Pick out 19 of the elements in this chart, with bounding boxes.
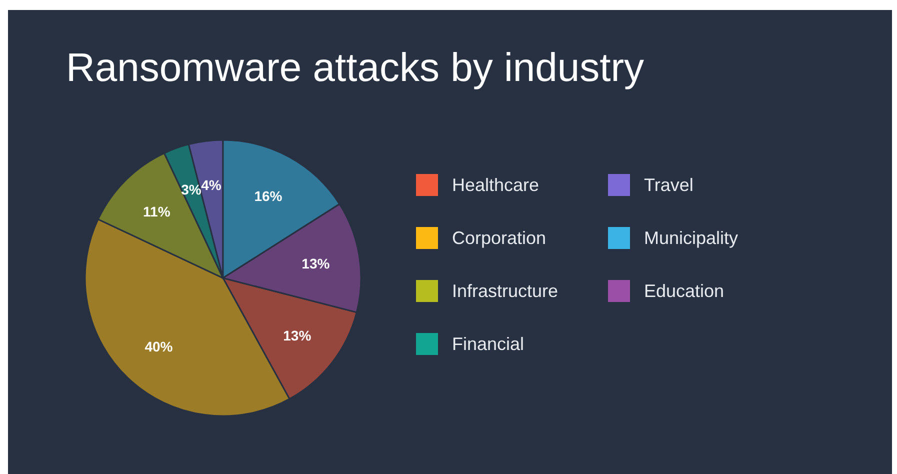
data-label: 11% (143, 204, 171, 220)
data-label: 16% (254, 188, 283, 204)
data-label: 13% (302, 255, 330, 272)
data-label: 4% (201, 176, 222, 193)
pie-slice (97, 152, 224, 279)
pie-slice (222, 203, 362, 314)
legend-label: Financial (452, 334, 524, 354)
pie-slice (222, 277, 358, 400)
legend-label: Corporation (452, 228, 546, 248)
chart-title: Ransomware attacks by industry (66, 46, 644, 91)
legend-label: Travel (644, 174, 694, 196)
legend-label: Municipality (644, 228, 738, 248)
data-label: 40% (144, 338, 174, 354)
data-label: 13% (283, 328, 312, 344)
legend-label: Infrastructure (452, 280, 558, 302)
legend-label: Education (644, 280, 724, 302)
data-label: 3% (181, 182, 202, 198)
pie-slice (222, 139, 340, 279)
legend-label: Healthcare (452, 174, 540, 196)
